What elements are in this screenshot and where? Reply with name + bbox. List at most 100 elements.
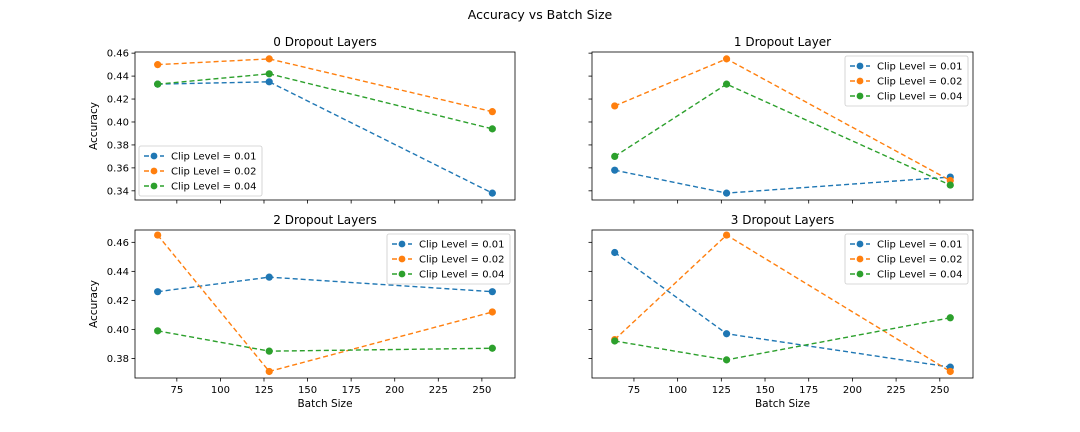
data-point — [722, 55, 731, 63]
x-tick-label: 250 — [472, 385, 491, 396]
x-axis-label: Batch Size — [297, 398, 352, 410]
legend-label: Clip Level = 0.04 — [877, 270, 962, 281]
legend-marker-1 — [856, 255, 864, 263]
legend-box — [844, 55, 969, 107]
data-point — [488, 108, 496, 116]
legend-label: Clip Level = 0.02 — [877, 255, 962, 266]
data-point — [265, 78, 273, 86]
series-line-1 — [157, 58, 493, 113]
x-tick-label: 100 — [668, 385, 687, 396]
subplot-3: 3 Dropout Layers 75 100 125 150 175 200 225 250 B… — [588, 213, 974, 410]
data-point — [488, 189, 496, 197]
axes-frame — [591, 51, 974, 201]
x-tick-label: 175 — [799, 385, 818, 396]
data-point — [488, 308, 496, 316]
data-point — [488, 288, 496, 296]
y-tick-label: 0.46 — [107, 49, 129, 60]
data-point — [611, 166, 619, 174]
data-point — [946, 314, 954, 322]
legend-marker-1 — [856, 77, 864, 85]
legend-marker-2 — [398, 270, 406, 278]
x-tick-label: 225 — [429, 385, 448, 396]
data-point — [611, 102, 619, 110]
legend-marker-0 — [150, 152, 158, 160]
y-tick-label: 0.46 — [107, 238, 129, 249]
data-point — [611, 337, 619, 345]
y-tick-label: 0.36 — [107, 163, 129, 174]
data-point — [488, 344, 496, 352]
data-point — [611, 248, 619, 257]
legend-marker-2 — [856, 92, 864, 100]
legend-label: Clip Level = 0.02 — [171, 167, 256, 178]
data-point — [154, 327, 162, 335]
legend-label: Clip Level = 0.04 — [419, 270, 504, 281]
data-point — [154, 61, 162, 69]
y-axis-label: Accuracy — [88, 102, 100, 150]
legend-marker-2 — [856, 270, 864, 278]
x-tick-label: 200 — [385, 385, 404, 396]
x-tick-label: 225 — [887, 385, 906, 396]
subplot-2: 2 Dropout Layers 75 100 125 150 175 200 225 250 0… — [88, 213, 516, 410]
legend-label: Clip Level = 0.04 — [171, 182, 256, 193]
legend-marker-0 — [856, 240, 864, 248]
legend-label: Clip Level = 0.04 — [877, 92, 962, 103]
data-point — [611, 152, 619, 161]
data-point — [488, 125, 496, 133]
data-point — [265, 347, 273, 355]
y-tick-label: 0.42 — [107, 95, 129, 106]
data-point — [946, 367, 954, 376]
data-point — [722, 330, 731, 338]
axes-frame — [134, 229, 516, 379]
data-point — [722, 356, 731, 364]
x-tick-label: 150 — [755, 385, 774, 396]
data-point — [722, 189, 731, 197]
y-tick-label: 0.44 — [107, 267, 129, 278]
data-point — [154, 288, 162, 296]
axes-frame — [134, 51, 516, 201]
x-tick-label: 200 — [843, 385, 862, 396]
data-point — [154, 80, 162, 88]
y-tick-label: 0.34 — [107, 186, 129, 197]
y-tick-label: 0.40 — [107, 325, 129, 336]
legend-marker-2 — [150, 182, 158, 190]
y-tick-label: 0.42 — [107, 296, 129, 307]
legend: Clip Level = 0.01 Clip Level = 0.02 Clip L… — [386, 233, 511, 285]
x-tick-label: 125 — [254, 385, 273, 396]
subplot-title: 1 Dropout Layer — [734, 35, 831, 49]
legend-marker-0 — [398, 240, 406, 248]
legend-label: Clip Level = 0.01 — [171, 152, 256, 163]
legend-label: Clip Level = 0.01 — [419, 240, 504, 251]
x-tick-label: 125 — [712, 385, 731, 396]
x-tick-label: 75 — [170, 385, 183, 396]
y-tick-label: 0.38 — [107, 140, 129, 151]
x-tick-label: 250 — [930, 385, 949, 396]
legend-box — [138, 145, 263, 197]
figure-suptitle: Accuracy vs Batch Size — [468, 7, 613, 22]
data-point — [722, 231, 731, 239]
legend-label: Clip Level = 0.02 — [419, 255, 504, 266]
x-tick-label: 100 — [211, 385, 230, 396]
data-point — [154, 231, 162, 239]
data-point — [946, 181, 954, 189]
legend-marker-0 — [856, 62, 864, 70]
subplot-title: 3 Dropout Layers — [731, 213, 835, 227]
x-tick-label: 175 — [342, 385, 361, 396]
data-point — [265, 367, 273, 376]
legend: Clip Level = 0.01 Clip Level = 0.02 Clip L… — [844, 55, 969, 107]
subplot-title: 0 Dropout Layers — [273, 35, 377, 49]
legend-label: Clip Level = 0.01 — [877, 240, 962, 251]
data-point — [722, 80, 731, 88]
y-tick-label: 0.38 — [107, 354, 129, 365]
legend-marker-1 — [398, 255, 406, 263]
legend-box — [844, 233, 969, 285]
x-axis-label: Batch Size — [755, 398, 810, 410]
legend-marker-1 — [150, 167, 158, 175]
legend-label: Clip Level = 0.02 — [877, 77, 962, 88]
legend-label: Clip Level = 0.01 — [877, 62, 962, 73]
data-point — [265, 70, 273, 78]
data-point — [265, 273, 273, 281]
y-tick-label: 0.40 — [107, 117, 129, 128]
data-point — [265, 55, 273, 63]
